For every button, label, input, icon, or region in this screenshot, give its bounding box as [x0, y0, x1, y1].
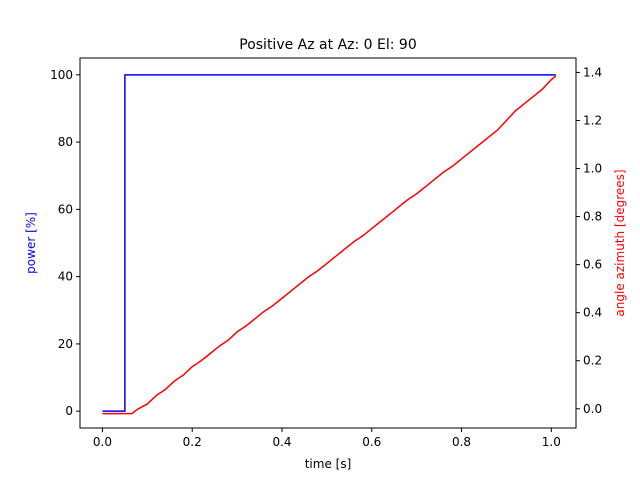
- y-axis-left-label: power [%]: [24, 212, 38, 274]
- x-tick-label: 1.0: [542, 435, 561, 449]
- angle-azimuth-line: [102, 75, 557, 415]
- plot-frame: [79, 57, 577, 429]
- y-right-tick-label: 0.6: [583, 258, 602, 272]
- y-left-tick-label: 100: [50, 68, 73, 82]
- y-left-tick-label: 20: [58, 337, 73, 351]
- y-left-tick-label: 40: [58, 270, 73, 284]
- chart-title: Positive Az at Az: 0 El: 90: [239, 37, 416, 53]
- y-axis-right-label: angle azimuth [degrees]: [613, 169, 627, 316]
- y-axis-left: 0 20 40 60 80 100: [50, 68, 80, 418]
- x-tick-label: 0.2: [183, 435, 202, 449]
- y-left-tick-label: 0: [65, 404, 73, 418]
- x-tick-label: 0.8: [452, 435, 471, 449]
- x-tick-label: 0.6: [362, 435, 381, 449]
- y-axis-right: 0.0 0.2 0.4 0.6 0.8 1.0 1.2 1.4: [576, 65, 602, 416]
- x-tick-label: 0.0: [93, 435, 112, 449]
- y-right-tick-label: 0.0: [583, 402, 602, 416]
- y-right-tick-label: 0.2: [583, 354, 602, 368]
- plot-series: [102, 74, 557, 415]
- y-right-tick-label: 1.2: [583, 113, 602, 127]
- y-left-tick-label: 60: [58, 202, 73, 216]
- y-right-tick-label: 1.0: [583, 162, 602, 176]
- power-line: [102, 74, 556, 412]
- x-axis-label: time [s]: [305, 457, 352, 471]
- y-right-tick-label: 0.8: [583, 210, 602, 224]
- x-tick-label: 0.4: [272, 435, 291, 449]
- y-left-tick-label: 80: [58, 135, 73, 149]
- y-right-tick-label: 0.4: [583, 306, 602, 320]
- y-right-tick-label: 1.4: [583, 65, 602, 79]
- x-axis: 0.0 0.2 0.4 0.6 0.8 1.0: [93, 428, 561, 449]
